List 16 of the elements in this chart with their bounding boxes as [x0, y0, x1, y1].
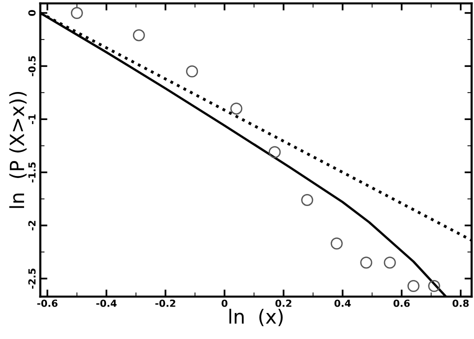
- y-tick-label: -2.5: [28, 268, 36, 289]
- x-tick-label: 0.2: [275, 300, 292, 307]
- x-tick-label: 0.4: [334, 300, 351, 307]
- y-axis-title: ln (P (X>x)): [9, 92, 27, 208]
- y-tick-label: -0.5: [28, 56, 36, 76]
- y-tick-label: -1.5: [28, 162, 36, 182]
- y-tick-label: -1: [28, 114, 36, 124]
- x-tick-label: 0.6: [394, 300, 410, 307]
- x-tick-label: -0.2: [155, 300, 176, 307]
- x-tick-label: -0.4: [96, 300, 117, 307]
- x-axis-title: ln (x): [229, 308, 283, 326]
- x-tick-label: 0: [222, 300, 228, 307]
- x-tick-label: 0.8: [452, 300, 469, 307]
- x-tick-label: -0.6: [37, 300, 58, 307]
- y-tick-label: 0: [28, 10, 36, 16]
- y-tick-label: -2: [28, 220, 36, 230]
